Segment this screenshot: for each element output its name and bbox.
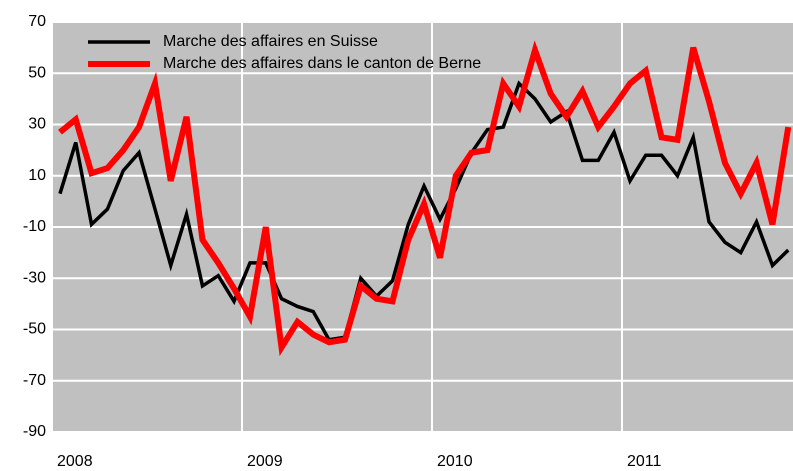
series-line <box>58 40 792 357</box>
y-tick-label: 30 <box>28 116 46 133</box>
y-tick-label: 50 <box>28 64 46 81</box>
y-tick-label: 10 <box>28 167 46 184</box>
legend-label: Marche des affaires dans le canton de Be… <box>163 55 481 72</box>
x-tick-label: 2008 <box>57 453 93 470</box>
y-tick-label: -10 <box>23 218 46 235</box>
x-tick-label: 2010 <box>437 453 473 470</box>
x-tick-label: 2011 <box>627 453 662 470</box>
x-tick-label: 2009 <box>247 453 283 470</box>
series-line <box>58 80 790 342</box>
y-tick-label: -90 <box>23 423 46 440</box>
y-tick-label: 70 <box>28 13 46 30</box>
y-tick-label: -50 <box>23 321 46 338</box>
y-tick-label: -30 <box>23 269 46 286</box>
y-tick-label: -70 <box>23 372 46 389</box>
legend-label: Marche des affaires en Suisse <box>163 33 378 50</box>
